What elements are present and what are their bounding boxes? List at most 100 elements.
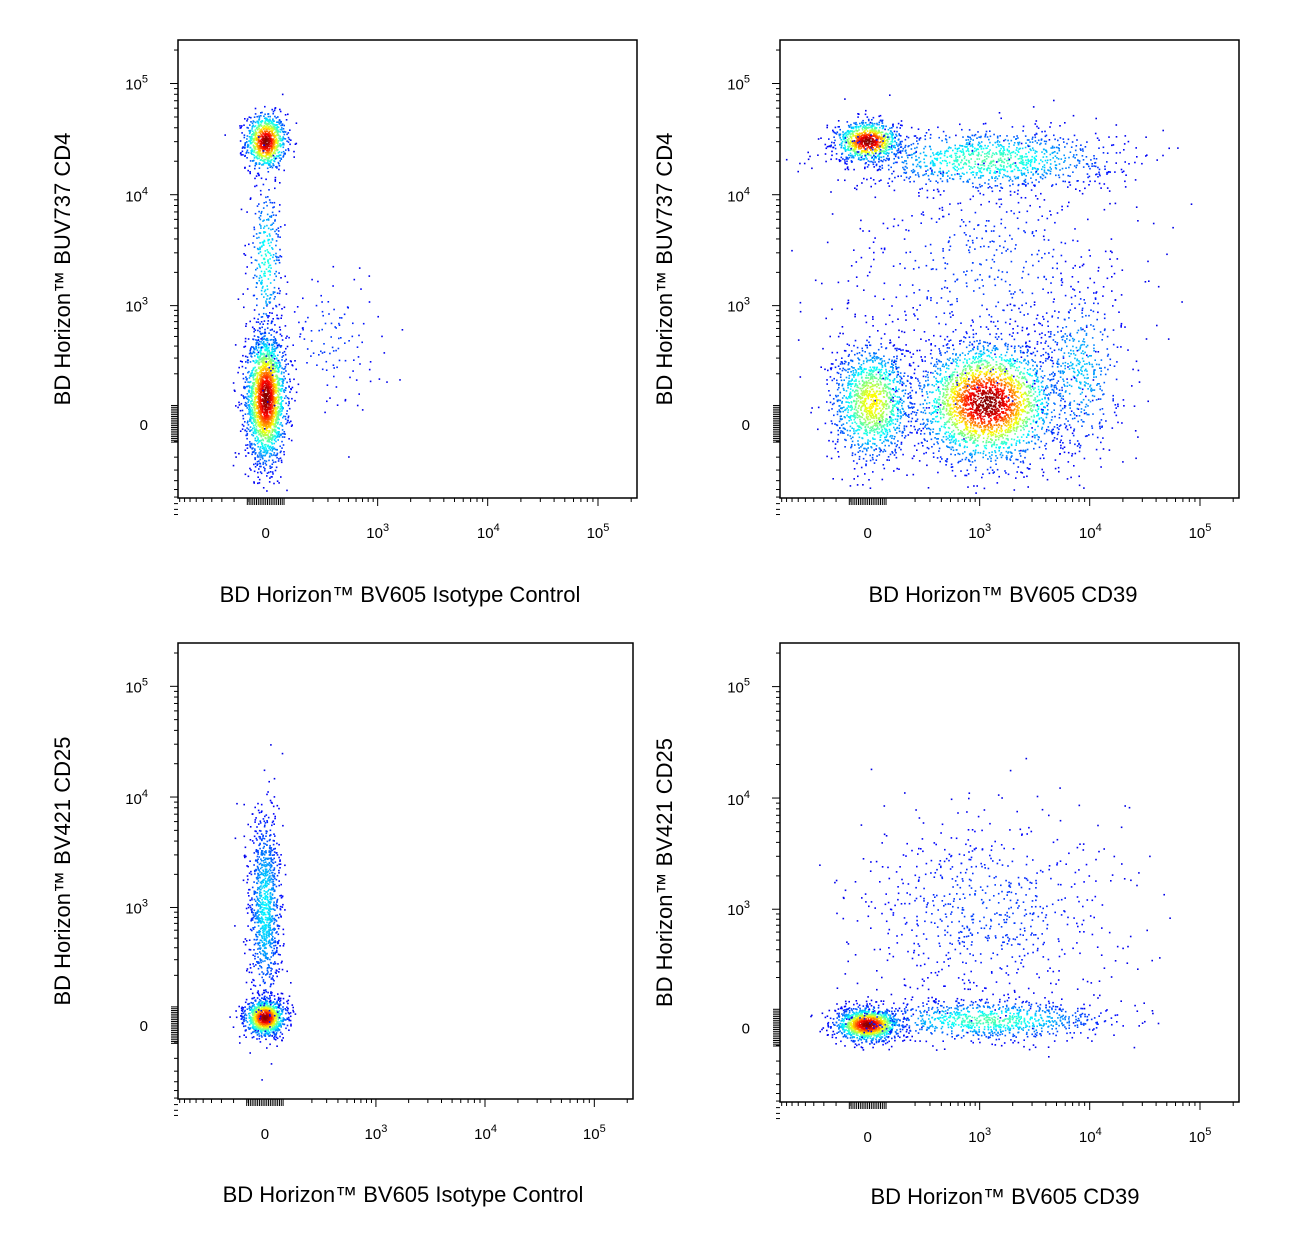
event-dot (267, 138, 270, 141)
event-dot (260, 366, 263, 369)
event-dot (1035, 179, 1037, 181)
event-dot (270, 161, 272, 164)
event-dot (268, 344, 271, 347)
event-dot (266, 235, 269, 237)
event-dot (994, 185, 997, 187)
event-dot (270, 127, 273, 129)
event-dot (859, 132, 862, 135)
event-dot (275, 339, 277, 342)
event-dot (282, 131, 285, 133)
event-dot (283, 415, 285, 418)
event-dot (271, 132, 274, 135)
event-dot (864, 133, 866, 136)
event-dot (964, 155, 966, 158)
event-dot (266, 367, 268, 370)
event-dot (262, 418, 264, 421)
event-dot (257, 353, 259, 355)
event-dot (270, 417, 273, 420)
event-dot (1000, 169, 1002, 171)
event-dot (918, 139, 921, 141)
event-dot (887, 136, 889, 138)
event-dot (263, 140, 265, 143)
event-dot (274, 397, 276, 400)
event-dot (264, 404, 267, 406)
event-dot (267, 397, 270, 399)
event-dot (868, 141, 870, 144)
event-dot (254, 366, 256, 369)
event-dot (252, 351, 255, 354)
event-dot (259, 371, 261, 373)
event-dot (253, 451, 255, 453)
event-dot (989, 141, 991, 144)
event-dot (272, 214, 275, 216)
event-dot (958, 147, 960, 149)
event-dot (272, 409, 274, 412)
event-dot (268, 404, 270, 406)
y-tick-label: 105 (125, 74, 148, 94)
event-dot (259, 131, 262, 133)
event-dot (264, 231, 267, 233)
event-dot (247, 169, 249, 172)
event-dot (270, 351, 272, 354)
event-dot (271, 448, 274, 451)
event-dot (885, 159, 887, 162)
event-dot (270, 437, 272, 439)
event-dot (868, 146, 870, 148)
event-dot (1004, 169, 1006, 172)
event-dot (256, 138, 258, 140)
event-dot (287, 415, 290, 418)
event-dot (252, 392, 255, 395)
event-dot (262, 183, 265, 186)
event-dot (265, 293, 267, 295)
event-dot (268, 381, 271, 383)
event-dot (270, 145, 272, 147)
event-dot (852, 149, 855, 152)
event-dot (1030, 160, 1033, 163)
event-dot (268, 459, 270, 462)
event-dot (963, 173, 965, 175)
event-dot (270, 153, 272, 155)
event-dot (267, 418, 270, 421)
event-dot (266, 146, 268, 148)
event-dot (887, 145, 889, 147)
event-dot (265, 411, 267, 413)
event-dot (278, 122, 281, 124)
event-dot (267, 278, 270, 280)
event-dot (265, 424, 268, 426)
event-dot (283, 431, 286, 433)
event-dot (286, 489, 288, 492)
event-dot (272, 404, 274, 406)
event-dot (255, 370, 257, 372)
event-dot (284, 415, 287, 418)
event-dot (271, 463, 274, 465)
event-dot (270, 241, 272, 244)
event-dot (271, 375, 273, 378)
event-dot (844, 146, 847, 148)
event-dot (848, 142, 851, 145)
event-dot (875, 149, 877, 151)
event-dot (897, 152, 899, 154)
event-dot (976, 172, 979, 174)
event-dot (287, 148, 290, 150)
event-dot (874, 148, 877, 150)
event-dot (842, 131, 844, 133)
event-dot (873, 140, 876, 142)
event-dot (967, 150, 970, 153)
event-dot (266, 472, 269, 474)
event-dot (257, 372, 260, 374)
event-dot (950, 156, 953, 158)
event-dot (270, 380, 272, 382)
event-dot (273, 164, 275, 167)
event-dot (257, 329, 259, 332)
event-dot (1041, 173, 1044, 176)
event-dot (269, 445, 272, 448)
event-dot (275, 255, 277, 258)
event-dot (258, 210, 260, 213)
event-dot (253, 412, 255, 414)
event-dot (260, 353, 262, 355)
event-dot (277, 412, 280, 414)
event-dot (262, 409, 264, 411)
event-dot (1058, 147, 1060, 150)
event-dot (247, 385, 250, 387)
event-dot (269, 422, 271, 424)
